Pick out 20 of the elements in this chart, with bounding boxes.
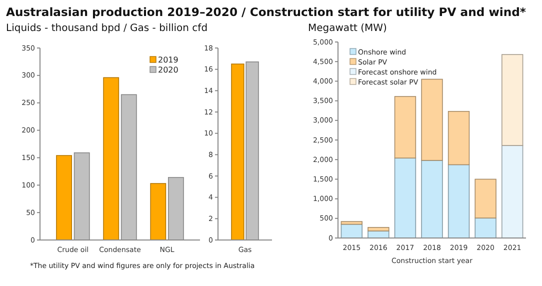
bar: [448, 110, 470, 166]
legend-label: 2020: [158, 66, 178, 75]
bar: [150, 183, 166, 240]
bar: [103, 77, 120, 240]
bar: [448, 164, 470, 238]
bar: [501, 54, 524, 146]
text: Australasian production 2019–2020 / Construction start for utility PV and wind*: [6, 5, 526, 19]
bar: [368, 227, 390, 232]
bar: [340, 221, 363, 225]
bar: [501, 145, 524, 238]
legend-label: 2019: [158, 56, 178, 65]
bar: [394, 158, 416, 238]
bar: [474, 178, 496, 218]
chart-subtitle: Liquids - thousand bpd / Gas - billion cfd: [6, 23, 208, 34]
bar: [474, 218, 496, 238]
bar: [421, 160, 443, 238]
chart-subtitle: Megawatt (MW): [308, 23, 387, 34]
bar: [56, 155, 72, 240]
bar: [394, 96, 416, 158]
bar: [421, 78, 443, 161]
